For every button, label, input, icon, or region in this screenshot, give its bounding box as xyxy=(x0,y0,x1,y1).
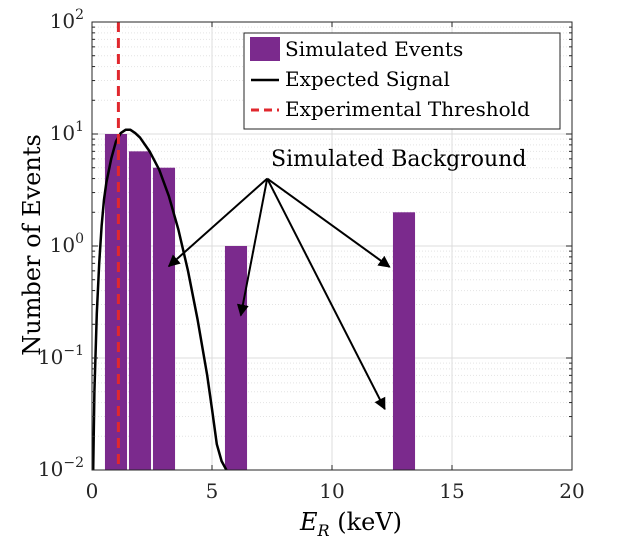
annotation-label: Simulated Background xyxy=(271,147,526,172)
x-tick-labels: 0 5 10 15 20 xyxy=(86,479,585,503)
y-tick-label-base-4: 10 xyxy=(38,457,63,481)
bar-3 xyxy=(224,246,248,470)
legend-label-simulated-events: Simulated Events xyxy=(285,37,463,61)
y-tick-label-exponent-1: 1 xyxy=(75,119,84,135)
y-tick-label-exponent-4: −2 xyxy=(63,455,84,471)
y-tick-label-3: 10−1 xyxy=(38,343,84,369)
bar-0 xyxy=(104,134,128,470)
x-tick-label-1: 5 xyxy=(206,479,219,503)
signal-curve-layer xyxy=(92,128,228,470)
legend-label-experimental-threshold: Experimental Threshold xyxy=(285,97,530,121)
y-tick-label-base-2: 10 xyxy=(50,233,75,257)
y-tick-label-exponent-3: −1 xyxy=(63,343,84,359)
annotation-arrow-0 xyxy=(167,177,268,268)
y-tick-label-2: 100 xyxy=(50,231,84,257)
bars xyxy=(104,134,416,470)
x-tick-label-0: 0 xyxy=(86,479,99,503)
bar-4 xyxy=(392,212,416,470)
x-tick-label-2: 10 xyxy=(319,479,344,503)
annotation-arrow-3 xyxy=(266,178,386,411)
y-tick-label-0: 102 xyxy=(50,7,84,33)
y-tick-label-1: 101 xyxy=(50,119,84,145)
legend-patch-simulated-events xyxy=(250,37,280,61)
y-tick-label-exponent-0: 2 xyxy=(75,7,84,23)
y-tick-label-base-3: 10 xyxy=(38,345,63,369)
x-tick-label-4: 20 xyxy=(559,479,584,503)
x-axis-label-unit: (keV) xyxy=(330,508,402,536)
legend-label-expected-signal: Expected Signal xyxy=(285,67,450,91)
ticks xyxy=(91,21,573,471)
x-axis-label-symbol: E xyxy=(299,508,318,536)
y-tick-label-base-1: 10 xyxy=(50,121,75,145)
x-axis-label-subscript: R xyxy=(317,521,330,540)
annotation-layer xyxy=(167,177,391,411)
x-axis-label: ER (keV) xyxy=(299,508,402,540)
legend: Simulated Events Expected Signal Experim… xyxy=(243,32,561,130)
legend-box xyxy=(243,32,561,130)
annotation-arrow-1 xyxy=(236,178,269,317)
y-tick-label-base-0: 10 xyxy=(50,9,75,33)
annotation-arrow-2 xyxy=(266,177,391,268)
y-tick-label-exponent-2: 0 xyxy=(75,231,84,247)
x-tick-label-3: 15 xyxy=(439,479,464,503)
expected-signal-curve xyxy=(92,128,228,470)
y-axis-label: Number of Events xyxy=(18,134,46,356)
bar-2 xyxy=(152,167,176,470)
bar-1 xyxy=(128,151,152,470)
y-tick-label-4: 10−2 xyxy=(38,455,84,481)
